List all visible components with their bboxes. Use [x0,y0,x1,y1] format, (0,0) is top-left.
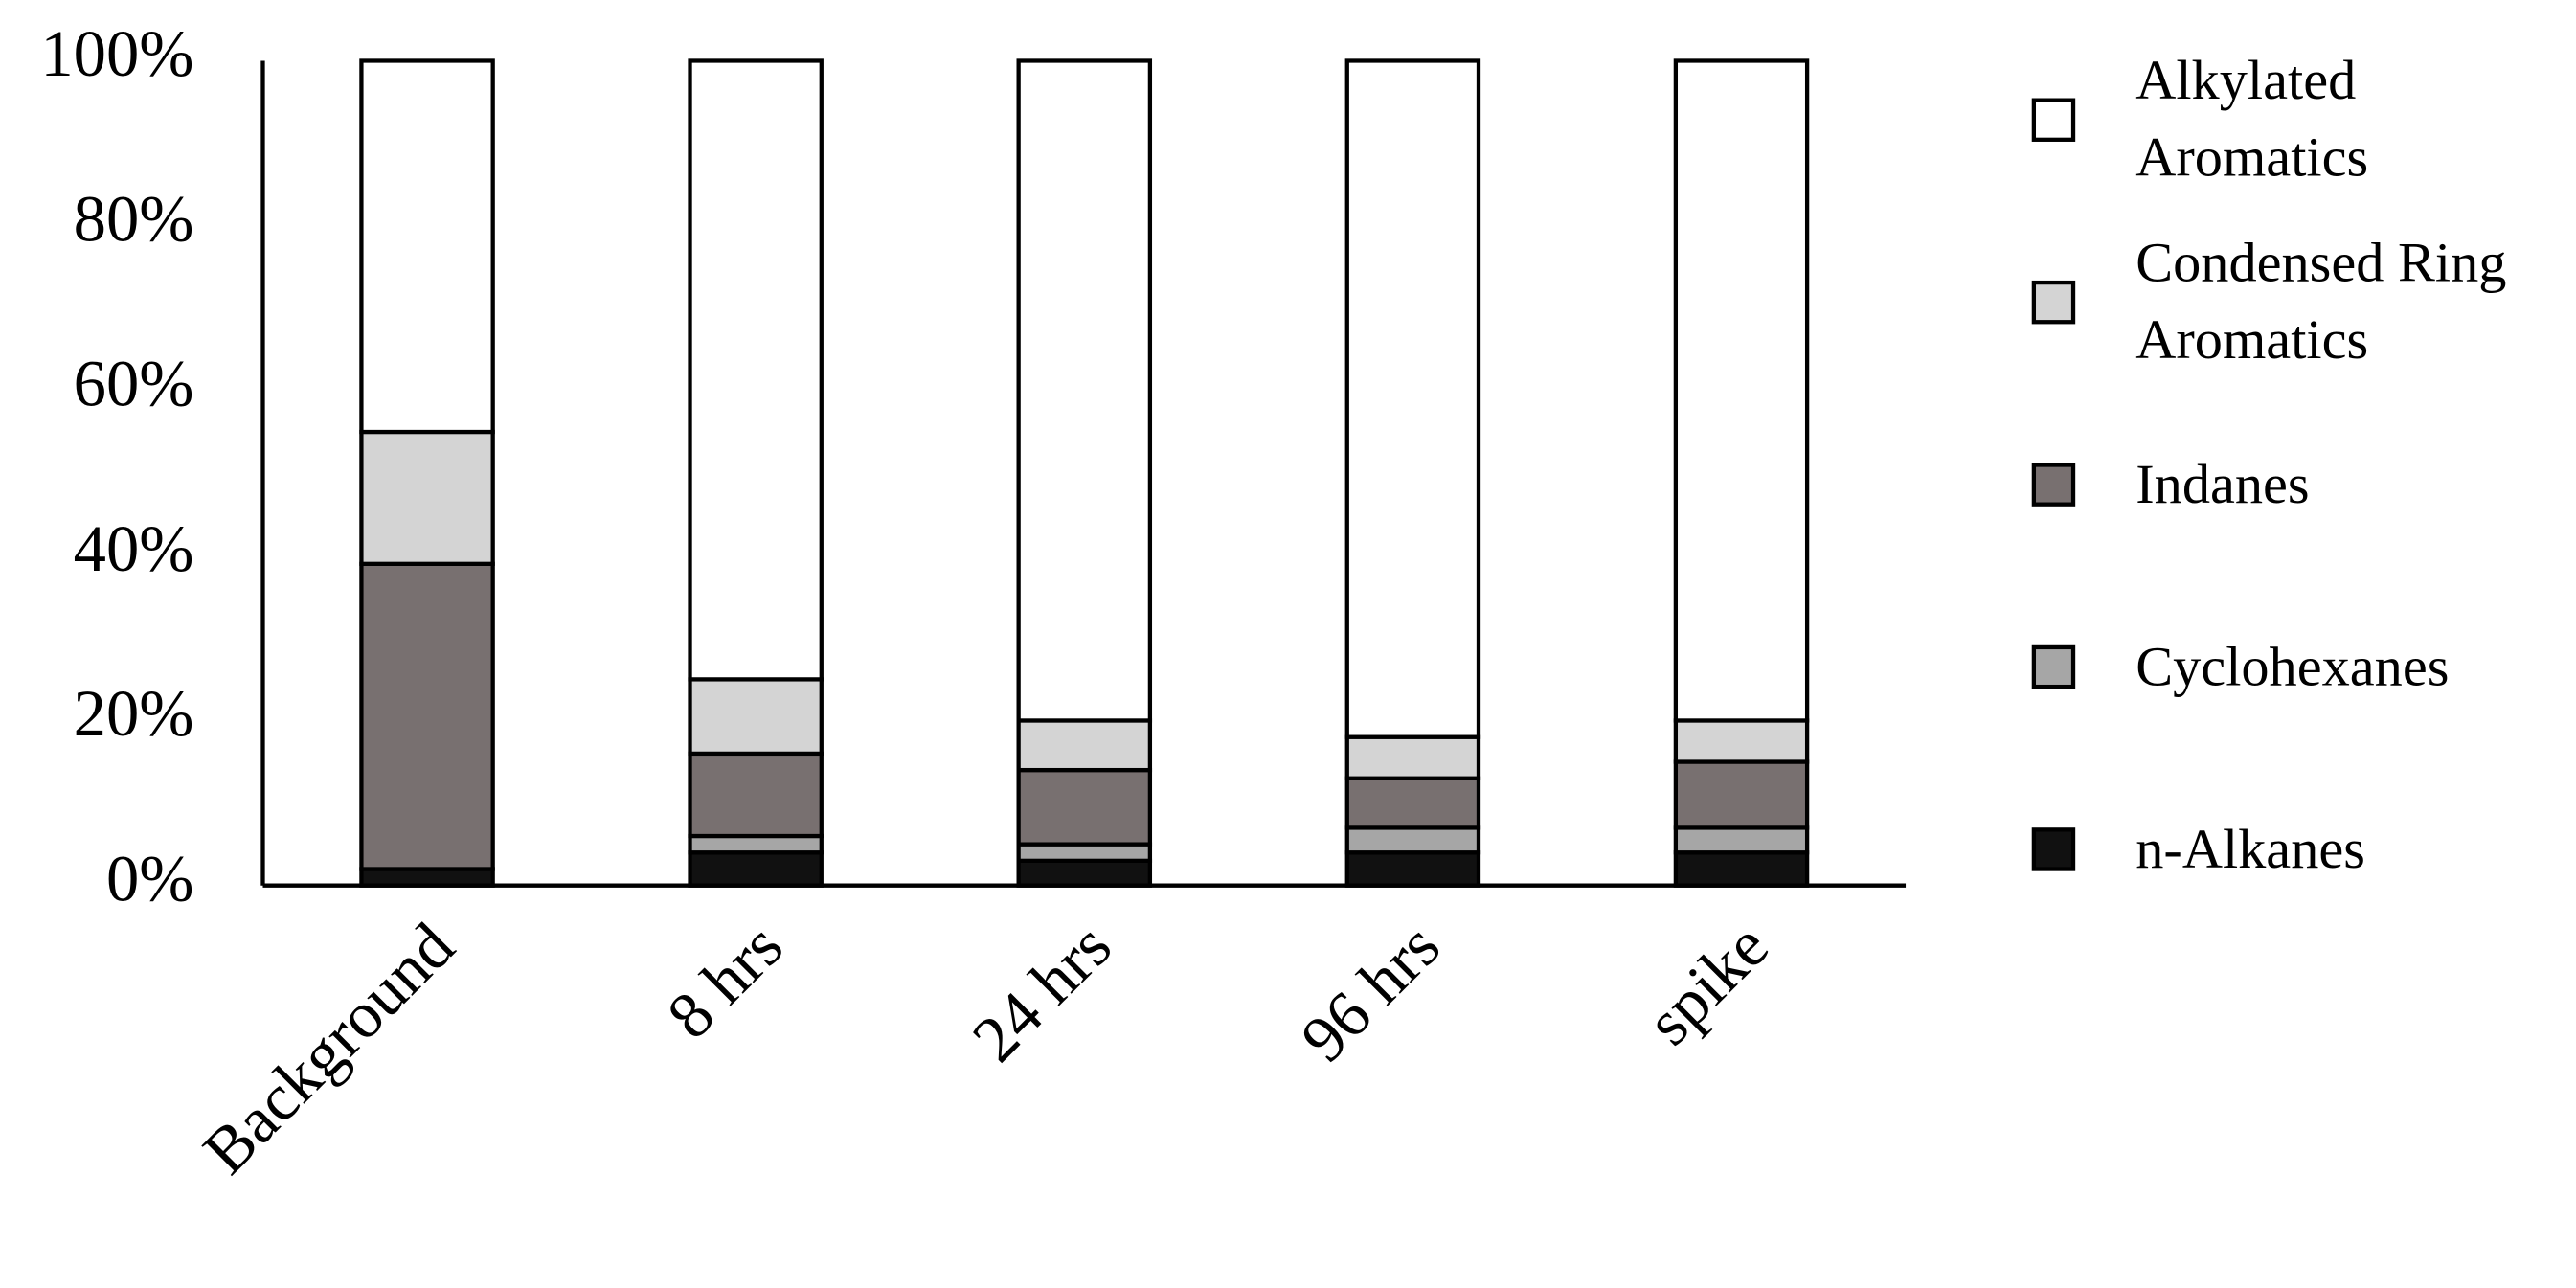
bar-segment [1016,58,1153,723]
bar-segment [1344,58,1481,739]
bar-segment [1673,825,1810,855]
x-tick-label: spike [1633,909,1782,1058]
bar-segment [1344,825,1481,855]
legend-label: Condensed Ring Aromatics [2135,233,2507,372]
legend-wrap: Indanes [2135,386,2576,583]
legend-item: Indanes [2135,386,2576,583]
bar-segment [359,429,495,566]
legend-label: Alkylated Aromatics [2135,51,2369,190]
legend-item: Cyclohexanes [2135,569,2576,766]
bar-segment [359,561,495,871]
legend-swatch [2031,98,2076,142]
x-tick-label: 8 hrs [653,909,796,1051]
y-tick-label: 40% [74,512,194,585]
x-tick-label: Background [190,909,468,1187]
bar-segment [688,58,824,682]
x-tick-label: 96 hrs [1287,909,1454,1075]
legend-wrap: Alkylated Aromatics [2135,21,2576,218]
legend-item: Condensed Ring Aromatics [2135,204,2576,401]
y-tick-label: 20% [74,677,194,750]
legend-swatch [2031,463,2076,507]
bar-segment [1016,842,1153,863]
bar-segment [359,867,495,888]
bar-segment [1673,718,1810,764]
y-tick-label: 0% [106,842,193,915]
bar-segment [688,751,824,839]
bar-segment [688,677,824,757]
bar-segment [688,833,824,855]
x-tick-label: 24 hrs [959,909,1125,1075]
bar-segment [688,850,824,888]
legend-wrap: Cyclohexanes [2135,569,2576,766]
bar-segment [1016,767,1153,847]
bar-segment [1673,58,1810,723]
bar-segment [1344,850,1481,888]
legend-swatch [2031,827,2076,871]
bar-segment [1673,850,1810,888]
legend-label: n-Alkanes [2135,819,2365,880]
bar-segment [359,58,495,435]
legend-label: Indanes [2135,454,2310,515]
legend-item: n-Alkanes [2135,751,2576,948]
bar-segment [1016,858,1153,888]
bar-segment [1344,734,1481,780]
y-tick-label: 100% [40,17,193,90]
legend-wrap: n-Alkanes [2135,751,2576,948]
y-tick-label: 60% [74,348,194,420]
bar-segment [1673,759,1810,830]
legend-swatch [2031,280,2076,325]
y-tick-label: 80% [74,182,194,255]
legend-item: Alkylated Aromatics [2135,21,2576,218]
bar-segment [1016,718,1153,773]
legend-swatch [2031,644,2076,689]
legend-label: Cyclohexanes [2135,636,2450,698]
legend-wrap: Condensed Ring Aromatics [2135,204,2576,401]
bar-segment [1344,776,1481,830]
